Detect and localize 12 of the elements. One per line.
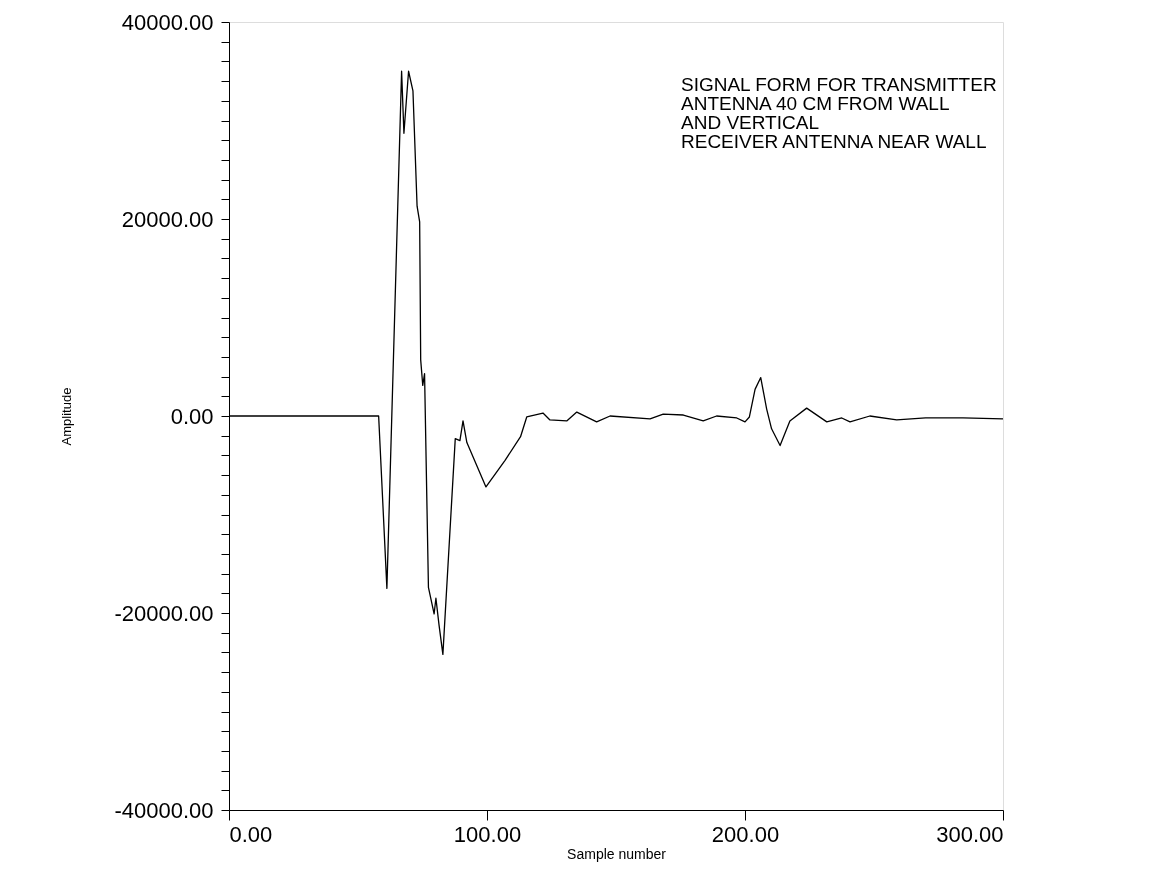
y-tick-label: 20000.00 bbox=[121, 206, 214, 232]
y-axis-title: Amplitude bbox=[59, 387, 75, 446]
y-tick-label: -20000.00 bbox=[114, 600, 214, 626]
x-tick-label: 200.00 bbox=[711, 821, 780, 847]
annotation: SIGNAL FORM FOR TRANSMITTER ANTENNA 40 CM FROM WALL AND VERTICAL RECEIVER ANTENNA NEAR WALL bbox=[681, 74, 997, 152]
x-tick-label: 100.00 bbox=[453, 821, 522, 847]
x-tick-label: 300.00 bbox=[936, 821, 1004, 847]
y-tick-label: -40000.00 bbox=[114, 797, 214, 823]
y-tick-label: 40000.00 bbox=[121, 9, 214, 35]
x-axis-title: Sample number bbox=[567, 845, 667, 862]
x-tick-label: 0.00 bbox=[229, 821, 273, 847]
y-tick-label: 0.00 bbox=[170, 403, 214, 429]
